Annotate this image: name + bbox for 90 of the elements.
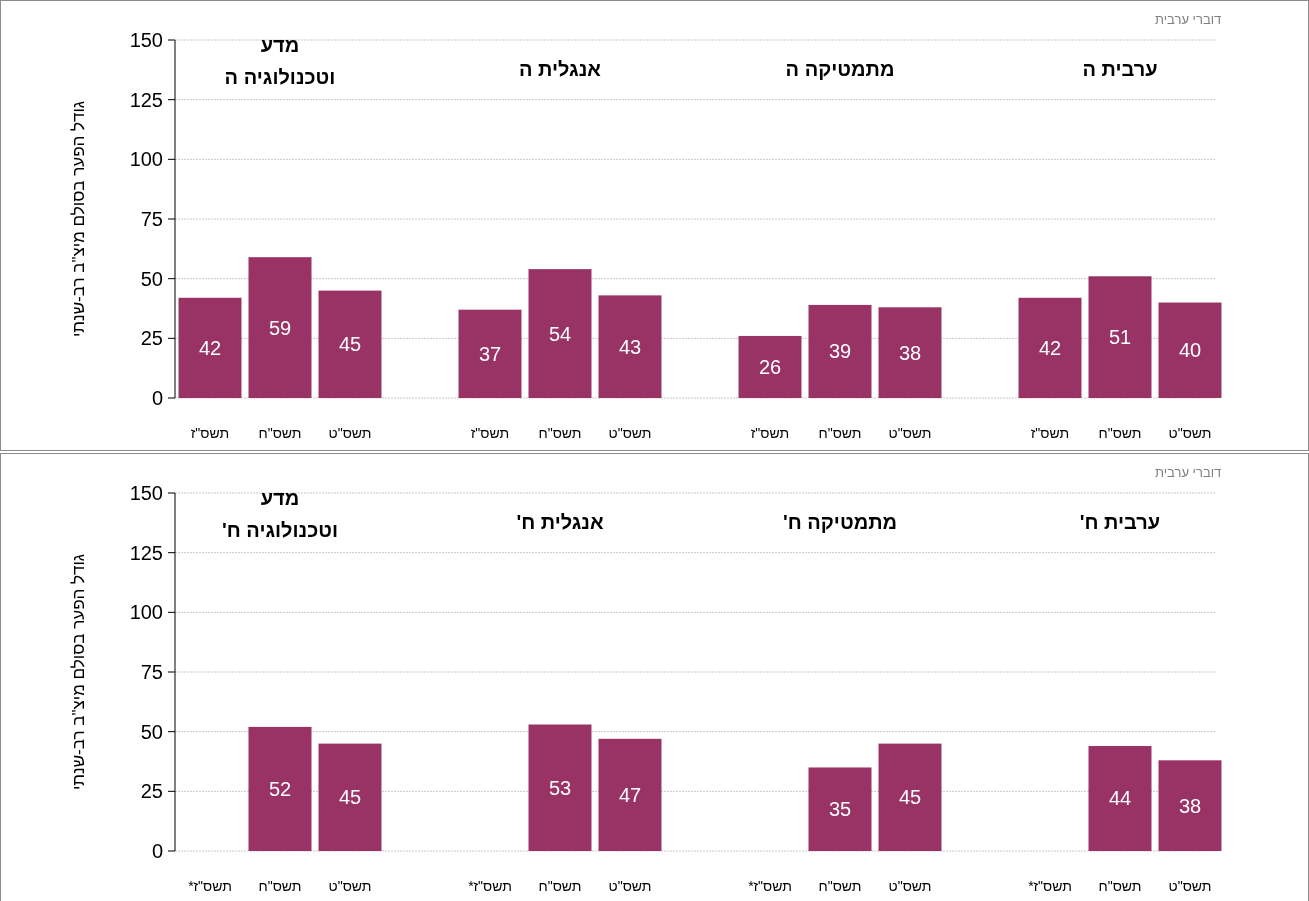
data-label: 42 bbox=[198, 336, 222, 359]
y-tick-label: 25 bbox=[140, 327, 163, 350]
data-label: 43 bbox=[618, 335, 642, 358]
data-label: 47 bbox=[618, 783, 642, 806]
x-tick-label: תשס"ח bbox=[258, 878, 302, 894]
chart-title: דוברי ערבית bbox=[1155, 465, 1222, 480]
x-tick-label: תשס"ח bbox=[538, 878, 582, 894]
bar bbox=[738, 335, 802, 398]
annotation: מדע וטכנולוגיה ח' bbox=[221, 487, 339, 541]
y-tick-label: 0 bbox=[151, 387, 163, 409]
chart-title: דוברי ערבית bbox=[1155, 12, 1222, 27]
x-tick-label: תשס"ט bbox=[328, 878, 372, 894]
bar bbox=[248, 726, 312, 851]
annotation: מתמטיקה ה bbox=[785, 58, 895, 80]
x-tick-label: תשס"ז bbox=[1030, 425, 1070, 441]
bar bbox=[528, 269, 592, 398]
y-tick-label: 150 bbox=[129, 29, 163, 51]
x-tick-label: תשס"ח bbox=[258, 425, 302, 441]
x-tick-label: תשס"ז bbox=[750, 425, 790, 441]
x-tick-label: תשס"ח bbox=[1098, 425, 1142, 441]
x-tick-label: תשס"ט bbox=[1168, 878, 1212, 894]
x-tick-label: תשס"ז bbox=[190, 425, 230, 441]
data-label: 54 bbox=[548, 322, 572, 345]
data-label: 52 bbox=[268, 777, 292, 800]
x-tick-label: תשס"ט bbox=[608, 878, 652, 894]
y-tick-label: 100 bbox=[129, 148, 163, 171]
annotation: מתמטיקה ח' bbox=[782, 511, 898, 533]
y-tick-label: 100 bbox=[129, 601, 163, 624]
annotation: אנגלית ה bbox=[519, 58, 602, 80]
data-label: 42 bbox=[1038, 336, 1062, 359]
x-tick-label: תשס"ח bbox=[818, 878, 862, 894]
data-label: 37 bbox=[478, 342, 502, 365]
bar bbox=[878, 307, 942, 398]
data-label: 38 bbox=[898, 341, 922, 364]
bar bbox=[178, 297, 242, 398]
x-tick-label: תשס"ח bbox=[1098, 878, 1142, 894]
x-tick-label: תשס"ט bbox=[888, 878, 932, 894]
x-tick-label: תשס"ט bbox=[608, 425, 652, 441]
x-tick-label: תשס"ז* bbox=[748, 878, 792, 894]
x-tick-label: תשס"ז* bbox=[1028, 878, 1072, 894]
data-label: 44 bbox=[1108, 787, 1132, 810]
bar bbox=[1018, 297, 1082, 398]
x-tick-label: תשס"ח bbox=[538, 425, 582, 441]
y-axis-title: גודל הפער בסולם מיצ"ב רב-שנתי bbox=[69, 100, 88, 338]
bar bbox=[1158, 760, 1222, 851]
x-tick-label: תשס"ט bbox=[1168, 425, 1212, 441]
data-label: 45 bbox=[338, 333, 362, 356]
bar bbox=[248, 257, 312, 398]
y-axis-title: גודל הפער בסולם מיצ"ב רב-שנתי bbox=[69, 553, 88, 791]
bar bbox=[318, 290, 382, 398]
bar bbox=[1088, 745, 1152, 851]
annotation: אנגלית ח' bbox=[516, 511, 604, 533]
y-tick-label: 125 bbox=[129, 88, 163, 111]
data-label: 45 bbox=[898, 786, 922, 809]
bar bbox=[808, 304, 872, 398]
y-tick-label: 0 bbox=[151, 840, 163, 862]
y-tick-label: 50 bbox=[140, 720, 163, 743]
data-label: 59 bbox=[268, 316, 292, 339]
y-tick-label: 75 bbox=[140, 208, 163, 230]
x-tick-label: תשס"ט bbox=[328, 425, 372, 441]
bar bbox=[1158, 302, 1222, 398]
annotation: ערבית ה bbox=[1082, 58, 1158, 80]
data-label: 39 bbox=[828, 340, 852, 363]
x-tick-label: תשס"ט bbox=[888, 425, 932, 441]
y-tick-label: 125 bbox=[129, 541, 163, 564]
x-tick-label: תשס"ז* bbox=[468, 878, 512, 894]
annotation: מדע וטכנולוגיה ה bbox=[224, 34, 336, 88]
x-tick-label: תשס"ח bbox=[818, 425, 862, 441]
y-tick-label: 75 bbox=[140, 661, 163, 683]
x-tick-label: תשס"ז bbox=[470, 425, 510, 441]
bar bbox=[318, 743, 382, 851]
bar bbox=[598, 738, 662, 851]
data-label: 35 bbox=[828, 798, 852, 821]
y-tick-label: 50 bbox=[140, 267, 163, 290]
data-label: 26 bbox=[758, 355, 782, 378]
bar bbox=[598, 295, 662, 398]
bar bbox=[878, 743, 942, 851]
bar bbox=[808, 767, 872, 851]
bar bbox=[458, 309, 522, 398]
data-label: 40 bbox=[1178, 339, 1202, 362]
y-tick-label: 25 bbox=[140, 780, 163, 803]
bar bbox=[528, 724, 592, 851]
data-label: 53 bbox=[548, 776, 572, 799]
x-tick-label: תשס"ז* bbox=[188, 878, 232, 894]
data-label: 45 bbox=[338, 786, 362, 809]
annotation: ערבית ח' bbox=[1079, 511, 1161, 533]
bar bbox=[1088, 276, 1152, 398]
y-tick-label: 150 bbox=[129, 482, 163, 504]
data-label: 38 bbox=[1178, 794, 1202, 817]
data-label: 51 bbox=[1108, 326, 1132, 349]
